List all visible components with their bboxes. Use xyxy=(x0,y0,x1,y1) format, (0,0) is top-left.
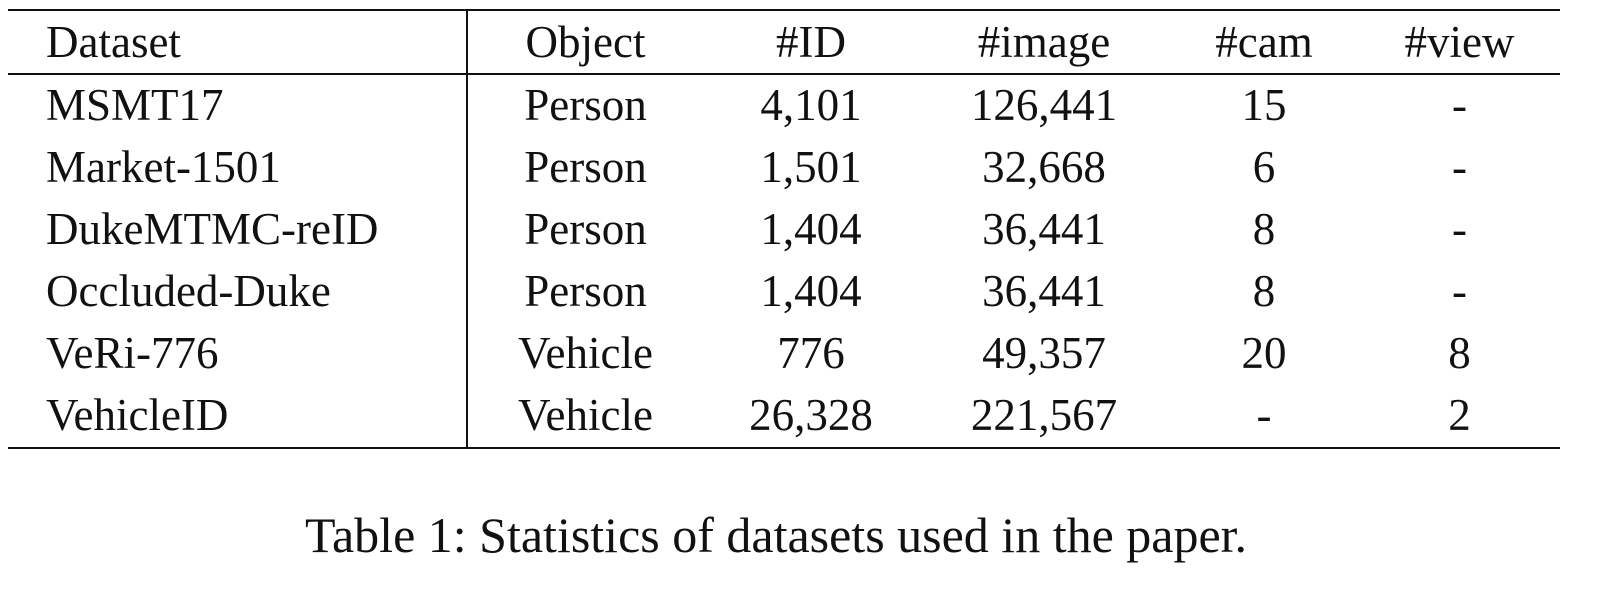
cell-object: Person xyxy=(524,203,647,254)
cell-object: Person xyxy=(524,80,647,130)
header-object: Object xyxy=(525,16,646,67)
header-dataset: Dataset xyxy=(8,10,468,74)
cell-dataset: MSMT17 xyxy=(8,74,468,136)
cell-object: Vehicle xyxy=(518,327,653,378)
table-row: Occluded-Duke Person 1,404 36,441 8 - xyxy=(8,260,1560,322)
cell-cam: 8 xyxy=(1252,203,1276,254)
cell-id: 1,404 xyxy=(760,265,862,316)
cell-view: - xyxy=(1452,141,1467,192)
cell-object: Vehicle xyxy=(518,390,653,440)
cell-dataset: VeRi-776 xyxy=(8,322,468,384)
table-row: VehicleID Vehicle 26,328 221,567 - 2 xyxy=(8,384,1560,448)
cell-image: 36,441 xyxy=(982,265,1106,316)
cell-cam: 15 xyxy=(1241,80,1287,130)
cell-dataset: Occluded-Duke xyxy=(8,260,468,322)
cell-view: 2 xyxy=(1448,390,1471,440)
cell-dataset: VehicleID xyxy=(8,384,468,448)
cell-id: 26,328 xyxy=(749,390,873,440)
table-row: Market-1501 Person 1,501 32,668 6 - xyxy=(8,136,1560,198)
table-row: MSMT17 Person 4,101 126,441 15 - xyxy=(8,74,1560,136)
header-id: #ID xyxy=(776,16,846,67)
cell-view: - xyxy=(1452,80,1467,130)
table-row: DukeMTMC-reID Person 1,404 36,441 8 - xyxy=(8,198,1560,260)
cell-id: 4,101 xyxy=(760,80,862,130)
cell-dataset: DukeMTMC-reID xyxy=(8,198,468,260)
cell-cam: 6 xyxy=(1252,141,1276,192)
cell-view: - xyxy=(1452,265,1467,316)
cell-cam: 8 xyxy=(1252,265,1276,316)
cell-cam: 20 xyxy=(1241,327,1287,378)
cell-cam: - xyxy=(1256,390,1272,440)
cell-image: 49,357 xyxy=(982,327,1106,378)
table-header-row: Dataset Object #ID #image #cam #view xyxy=(8,10,1560,74)
table-row: VeRi-776 Vehicle 776 49,357 20 8 xyxy=(8,322,1560,384)
cell-object: Person xyxy=(524,265,647,316)
cell-id: 1,404 xyxy=(760,203,862,254)
cell-object: Person xyxy=(524,141,647,192)
cell-id: 776 xyxy=(777,327,845,378)
header-view: #view xyxy=(1404,16,1515,67)
cell-id: 1,501 xyxy=(760,141,862,192)
dataset-statistics-table: Dataset Object #ID #image #cam #view MSM… xyxy=(8,9,1560,449)
header-image: #image xyxy=(977,16,1111,67)
table-caption: Table 1: Statistics of datasets used in … xyxy=(304,507,1248,563)
cell-view: - xyxy=(1452,203,1467,254)
header-cam: #cam xyxy=(1215,16,1313,67)
cell-dataset: Market-1501 xyxy=(8,136,468,198)
cell-image: 221,567 xyxy=(970,390,1118,440)
cell-image: 32,668 xyxy=(982,141,1106,192)
cell-image: 36,441 xyxy=(982,203,1106,254)
cell-image: 126,441 xyxy=(970,80,1118,130)
cell-view: 8 xyxy=(1448,327,1471,378)
